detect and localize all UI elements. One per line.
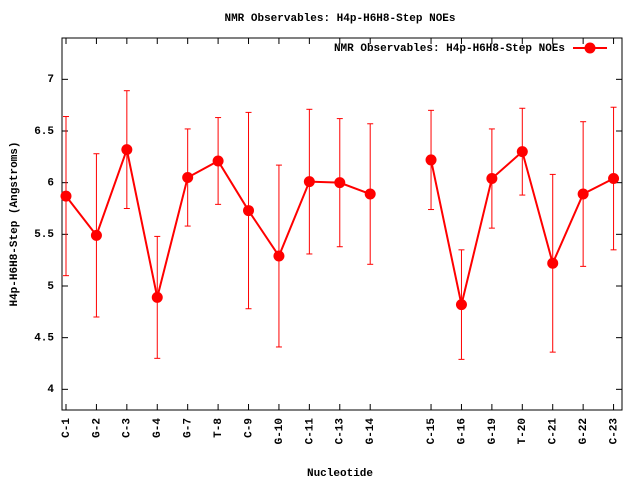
data-point — [273, 250, 285, 262]
data-point — [303, 176, 315, 188]
x-tick-label: G-10 — [274, 418, 286, 444]
x-tick-label: G-16 — [456, 418, 468, 444]
x-tick-label: C-13 — [335, 418, 347, 445]
x-tick-label: G-7 — [183, 418, 195, 438]
y-tick-label: 4 — [47, 384, 54, 396]
data-point — [334, 177, 346, 189]
data-point — [182, 172, 194, 183]
y-tick-label: 5.5 — [34, 229, 54, 241]
x-tick-label: C-23 — [608, 418, 620, 445]
x-tick-label: G-2 — [91, 418, 103, 438]
data-point — [516, 146, 528, 158]
data-point — [577, 188, 589, 200]
x-tick-label: C-3 — [122, 418, 134, 438]
y-tick-label: 4.5 — [34, 333, 54, 345]
x-tick-label: C-11 — [304, 418, 316, 445]
x-axis-label: Nucleotide — [307, 468, 373, 480]
legend-label: NMR Observables: H4p-H6H8-Step NOEs — [334, 43, 565, 55]
x-tick-label: G-14 — [365, 418, 377, 445]
data-point — [608, 173, 620, 185]
data-point — [151, 291, 163, 303]
data-point — [90, 229, 102, 241]
legend-marker — [584, 42, 596, 54]
data-point — [212, 155, 224, 167]
chart-title: NMR Observables: H4p-H6H8-Step NOEs — [224, 13, 455, 25]
x-tick-label: T-8 — [213, 418, 225, 438]
data-point — [121, 144, 133, 156]
data-point — [425, 154, 437, 166]
x-tick-label: T-20 — [517, 418, 529, 444]
x-tick-label: C-9 — [243, 418, 255, 438]
data-point — [455, 299, 467, 311]
plot-border — [61, 37, 623, 411]
y-axis-label: H4p-H6H8-Step (Angstroms) — [9, 141, 21, 306]
y-tick-label: 7 — [47, 74, 54, 86]
data-point — [364, 188, 376, 200]
x-tick-label: G-19 — [487, 418, 499, 444]
data-point — [60, 190, 72, 202]
data-point — [243, 205, 255, 217]
x-tick-label: C-21 — [548, 418, 560, 445]
x-tick-label: G-4 — [152, 418, 164, 438]
x-tick-label: C-1 — [61, 418, 73, 438]
y-tick-label: 6.5 — [34, 126, 54, 138]
x-tick-label: G-22 — [578, 418, 590, 444]
x-tick-label: C-15 — [426, 418, 438, 445]
data-point — [547, 257, 559, 269]
y-tick-label: 5 — [47, 281, 54, 293]
data-point — [486, 173, 498, 185]
y-tick-label: 6 — [47, 178, 54, 190]
